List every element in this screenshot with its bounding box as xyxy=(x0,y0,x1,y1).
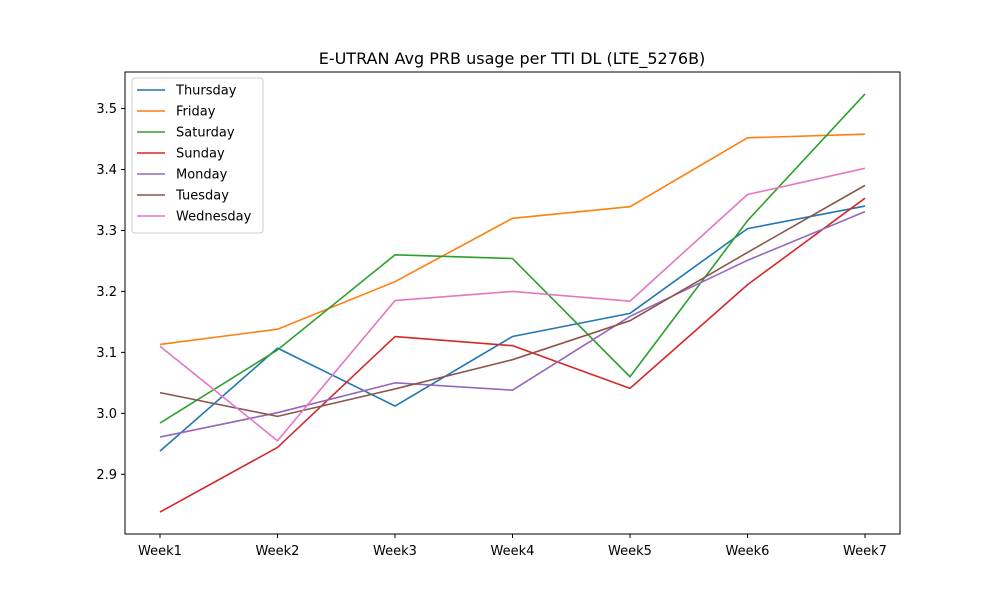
x-tick-label: Week1 xyxy=(138,544,182,559)
legend-label-wednesday: Wednesday xyxy=(176,210,252,225)
legend-label-friday: Friday xyxy=(176,105,216,120)
x-tick-label: Week4 xyxy=(491,544,535,559)
y-tick-label: 3.2 xyxy=(96,285,117,300)
series-line-wednesday xyxy=(159,167,866,442)
y-tick-label: 3.3 xyxy=(96,224,117,239)
x-tick-label: Week7 xyxy=(843,544,887,559)
x-tick-label: Week5 xyxy=(608,544,652,559)
x-tick-label: Week2 xyxy=(256,544,300,559)
legend: Thursday Friday Saturday Sunday Monday Tuesda… xyxy=(131,77,264,234)
series-line-sunday xyxy=(159,197,866,513)
series-line-tuesday xyxy=(159,184,866,418)
x-tick-label: Week6 xyxy=(726,544,770,559)
legend-label-thursday: Thursday xyxy=(175,84,237,99)
series-line-friday xyxy=(159,133,866,346)
x-tick-label: Week3 xyxy=(373,544,417,559)
legend-label-tuesday: Tuesday xyxy=(175,189,229,204)
legend-label-saturday: Saturday xyxy=(176,126,235,141)
y-tick-label: 3.0 xyxy=(96,407,117,422)
legend-label-monday: Monday xyxy=(176,168,228,183)
y-tick-label: 2.9 xyxy=(96,468,117,483)
legend-label-sunday: Sunday xyxy=(176,147,225,162)
chart-title: E-UTRAN Avg PRB usage per TTI DL (LTE_52… xyxy=(319,49,706,69)
plot-area xyxy=(159,93,866,513)
y-tick-label: 3.1 xyxy=(96,346,117,361)
y-tick-label: 3.5 xyxy=(96,102,117,117)
series-line-thursday xyxy=(159,205,866,452)
series-line-monday xyxy=(159,210,866,438)
series-line-saturday xyxy=(159,93,866,424)
axes: Week1 Week2 Week3 Week4 Week5 Week6 Week7 2.9 3.… xyxy=(96,71,901,559)
y-tick-label: 3.4 xyxy=(96,163,117,178)
